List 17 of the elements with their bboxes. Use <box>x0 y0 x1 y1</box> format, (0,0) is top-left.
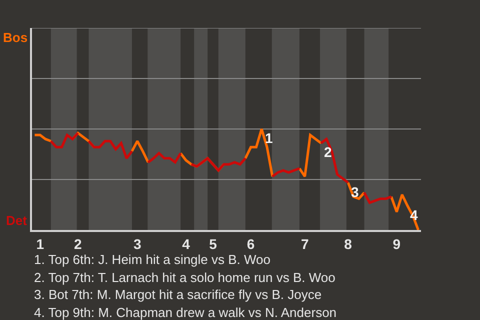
text: Det <box>6 213 28 228</box>
text: 3. Bot 7th: M. Margot hit a sacrifice fly vs B. Joyce <box>34 287 322 302</box>
x-tick-label: 9 <box>392 236 401 252</box>
annotation: 2 <box>324 144 332 160</box>
x-tick-label: 8 <box>344 236 352 252</box>
x-tick-label: 4 <box>182 236 190 252</box>
x-tick-label: 5 <box>209 236 218 252</box>
x-tick-label: 1 <box>36 236 44 252</box>
x-tick-label: 7 <box>300 236 309 252</box>
annotation: 1 <box>265 130 273 146</box>
text: 1. Top 6th: J. Heim hit a single vs B. Woo <box>34 252 271 267</box>
text: 4. Top 9th: M. Chapman drew a walk vs N. Anderson <box>34 305 337 320</box>
x-tick-label: 2 <box>74 236 82 252</box>
x-tick-label: 3 <box>133 236 142 252</box>
text: Bos <box>3 30 28 45</box>
text: 2. Top 7th: T. Larnach hit a solo home run vs B. Woo <box>34 270 336 285</box>
x-tick-label: 6 <box>246 236 255 252</box>
